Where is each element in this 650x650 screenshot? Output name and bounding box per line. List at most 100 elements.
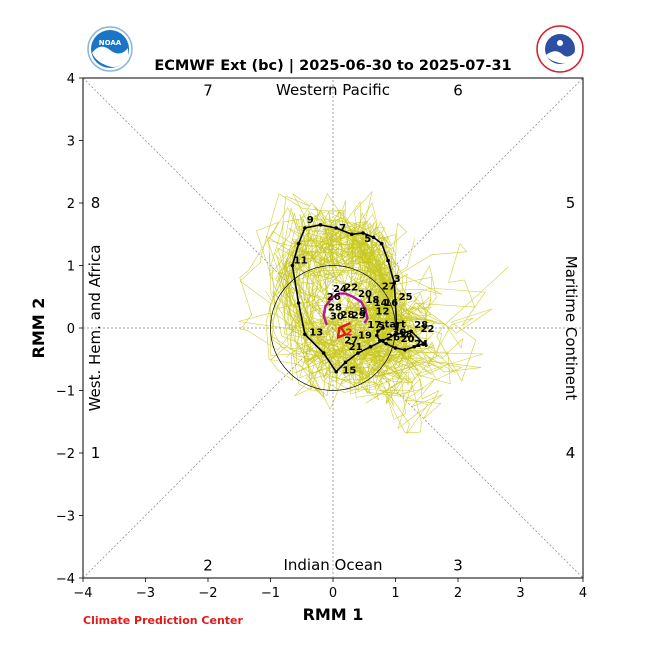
observed-point-label: 27	[344, 336, 358, 347]
ensemble-member-line	[275, 225, 424, 381]
ensemble-mean-point	[361, 231, 365, 235]
ensemble-member-line	[281, 207, 391, 382]
ensemble-mean-point	[392, 281, 397, 285]
y-tick-label: 1	[67, 260, 75, 275]
ensemble-member-line	[273, 210, 405, 362]
region-labels-layer: Western Pacific Indian Ocean West. Hem. an…	[86, 81, 580, 575]
mean-point-label: 21	[349, 342, 363, 353]
observed-layer	[322, 292, 369, 340]
ensemble-mean-point	[379, 241, 384, 246]
mean-point-label: 3	[394, 274, 401, 285]
observed-point-label: 18	[366, 295, 380, 306]
ensemble-mean-point	[378, 338, 382, 343]
region-label-right: Maritime Continent	[562, 256, 580, 401]
mean-point-label: 5	[364, 234, 371, 245]
ensemble-mean-point	[376, 329, 380, 333]
phase-label: 5	[566, 194, 576, 212]
ensemble-member-line	[268, 209, 509, 382]
observed-point-label: 18	[399, 329, 413, 340]
ensemble-mean-point	[334, 226, 338, 230]
mean-point-label: 28	[414, 320, 428, 331]
ensemble-member-line	[301, 202, 413, 382]
x-axis-label: RMM 1	[303, 605, 364, 624]
ensemble-mean-point	[421, 341, 426, 346]
observed-point-label: 12	[376, 306, 390, 317]
region-label-bottom: Indian Ocean	[283, 556, 382, 574]
mean-point-label: start	[379, 319, 406, 330]
mean-point-label: 15	[342, 366, 356, 377]
phase-label: 7	[203, 82, 213, 100]
mean-point-label: 22	[421, 324, 435, 335]
point-labels-layer: start35791113151719212224252628302422201…	[294, 215, 435, 377]
ensemble-mean-point	[290, 263, 295, 268]
footer-credit: Climate Prediction Center	[83, 614, 243, 627]
y-tick-label: −4	[56, 572, 75, 587]
ensemble-mean-point	[412, 344, 417, 349]
chart-title: ECMWF Ext (bc) | 2025-06-30 to 2025-07-3…	[154, 58, 511, 74]
observed-point-label: 24	[333, 284, 347, 295]
ensemble-mean-layer	[290, 223, 426, 374]
ensemble-member-line	[285, 222, 413, 385]
ensemble-mean-point	[403, 348, 407, 352]
ensemble-mean-point	[368, 344, 373, 349]
noaa-logo-text: NOAA	[99, 39, 122, 47]
ensemble-mean-point	[318, 223, 323, 227]
region-label-top: Western Pacific	[276, 81, 390, 99]
ensemble-mean-point	[356, 351, 360, 355]
ensemble-member-line	[256, 206, 437, 350]
y-tick-label: 0	[67, 322, 75, 337]
ensemble-mean-point	[409, 329, 413, 333]
y-tick-label: 4	[67, 72, 75, 87]
observed-point-label: 26	[327, 292, 341, 303]
phase-label: 1	[91, 444, 101, 462]
phase-label: 2	[203, 557, 213, 575]
ensemble-mean-point	[343, 360, 348, 365]
mean-point-label: 9	[307, 215, 314, 226]
phase-label: 4	[566, 444, 576, 462]
observed-point-label: 27	[382, 281, 396, 292]
ensemble-mean-point	[321, 351, 326, 355]
observed-last-label: 2	[346, 328, 353, 339]
x-tick-label: 3	[516, 586, 524, 601]
ensemble-member-line	[299, 234, 397, 398]
ensemble-mean-point	[349, 232, 354, 237]
mean-point-label: 24	[414, 339, 428, 350]
observed-point-label: 14	[374, 298, 388, 309]
observed-point-label: 30	[330, 311, 344, 322]
x-tick-label: 2	[454, 586, 462, 601]
observed-point-label: 20	[358, 289, 372, 300]
x-tick-label: −2	[198, 586, 217, 601]
ensemble-mean-point	[386, 258, 390, 263]
x-tick-label: 0	[329, 586, 337, 601]
ensemble-mean-point	[334, 369, 338, 374]
ensemble-member-line	[291, 225, 420, 395]
ensemble-mean-point	[384, 341, 388, 346]
region-label-left: West. Hem. and Africa	[86, 245, 104, 412]
observed-point-label: 22	[344, 283, 358, 294]
ensemble-mean-point	[381, 326, 385, 330]
x-tick-label: −4	[73, 586, 92, 601]
ensemble-member-line	[238, 257, 388, 392]
y-tick-label: 3	[67, 135, 75, 150]
observed-point-label: 29	[352, 311, 366, 322]
mean-point-label: 30	[392, 328, 406, 339]
y-tick-label: −1	[56, 385, 75, 400]
mean-point-label: 17	[367, 320, 381, 331]
ensemble-mean-point	[296, 301, 301, 305]
y-axis-label: RMM 2	[29, 298, 48, 359]
x-tick-label: 4	[579, 586, 587, 601]
mean-point-label: 11	[294, 256, 308, 267]
ensemble-mean-point	[296, 241, 301, 246]
ensemble-mean-point	[393, 332, 398, 337]
phase-label: 8	[91, 194, 101, 212]
ensemble-mean-point	[381, 338, 385, 343]
observed-last-line	[336, 321, 351, 340]
ensemble-member-line	[285, 231, 405, 375]
ensemble-member-line	[265, 235, 403, 369]
x-tick-label: −1	[261, 586, 280, 601]
ensemble-mean-point	[303, 332, 307, 337]
mean-point-label: 26	[386, 333, 400, 344]
x-tick-label: 1	[391, 586, 399, 601]
observed-point-label: 20	[401, 334, 415, 345]
